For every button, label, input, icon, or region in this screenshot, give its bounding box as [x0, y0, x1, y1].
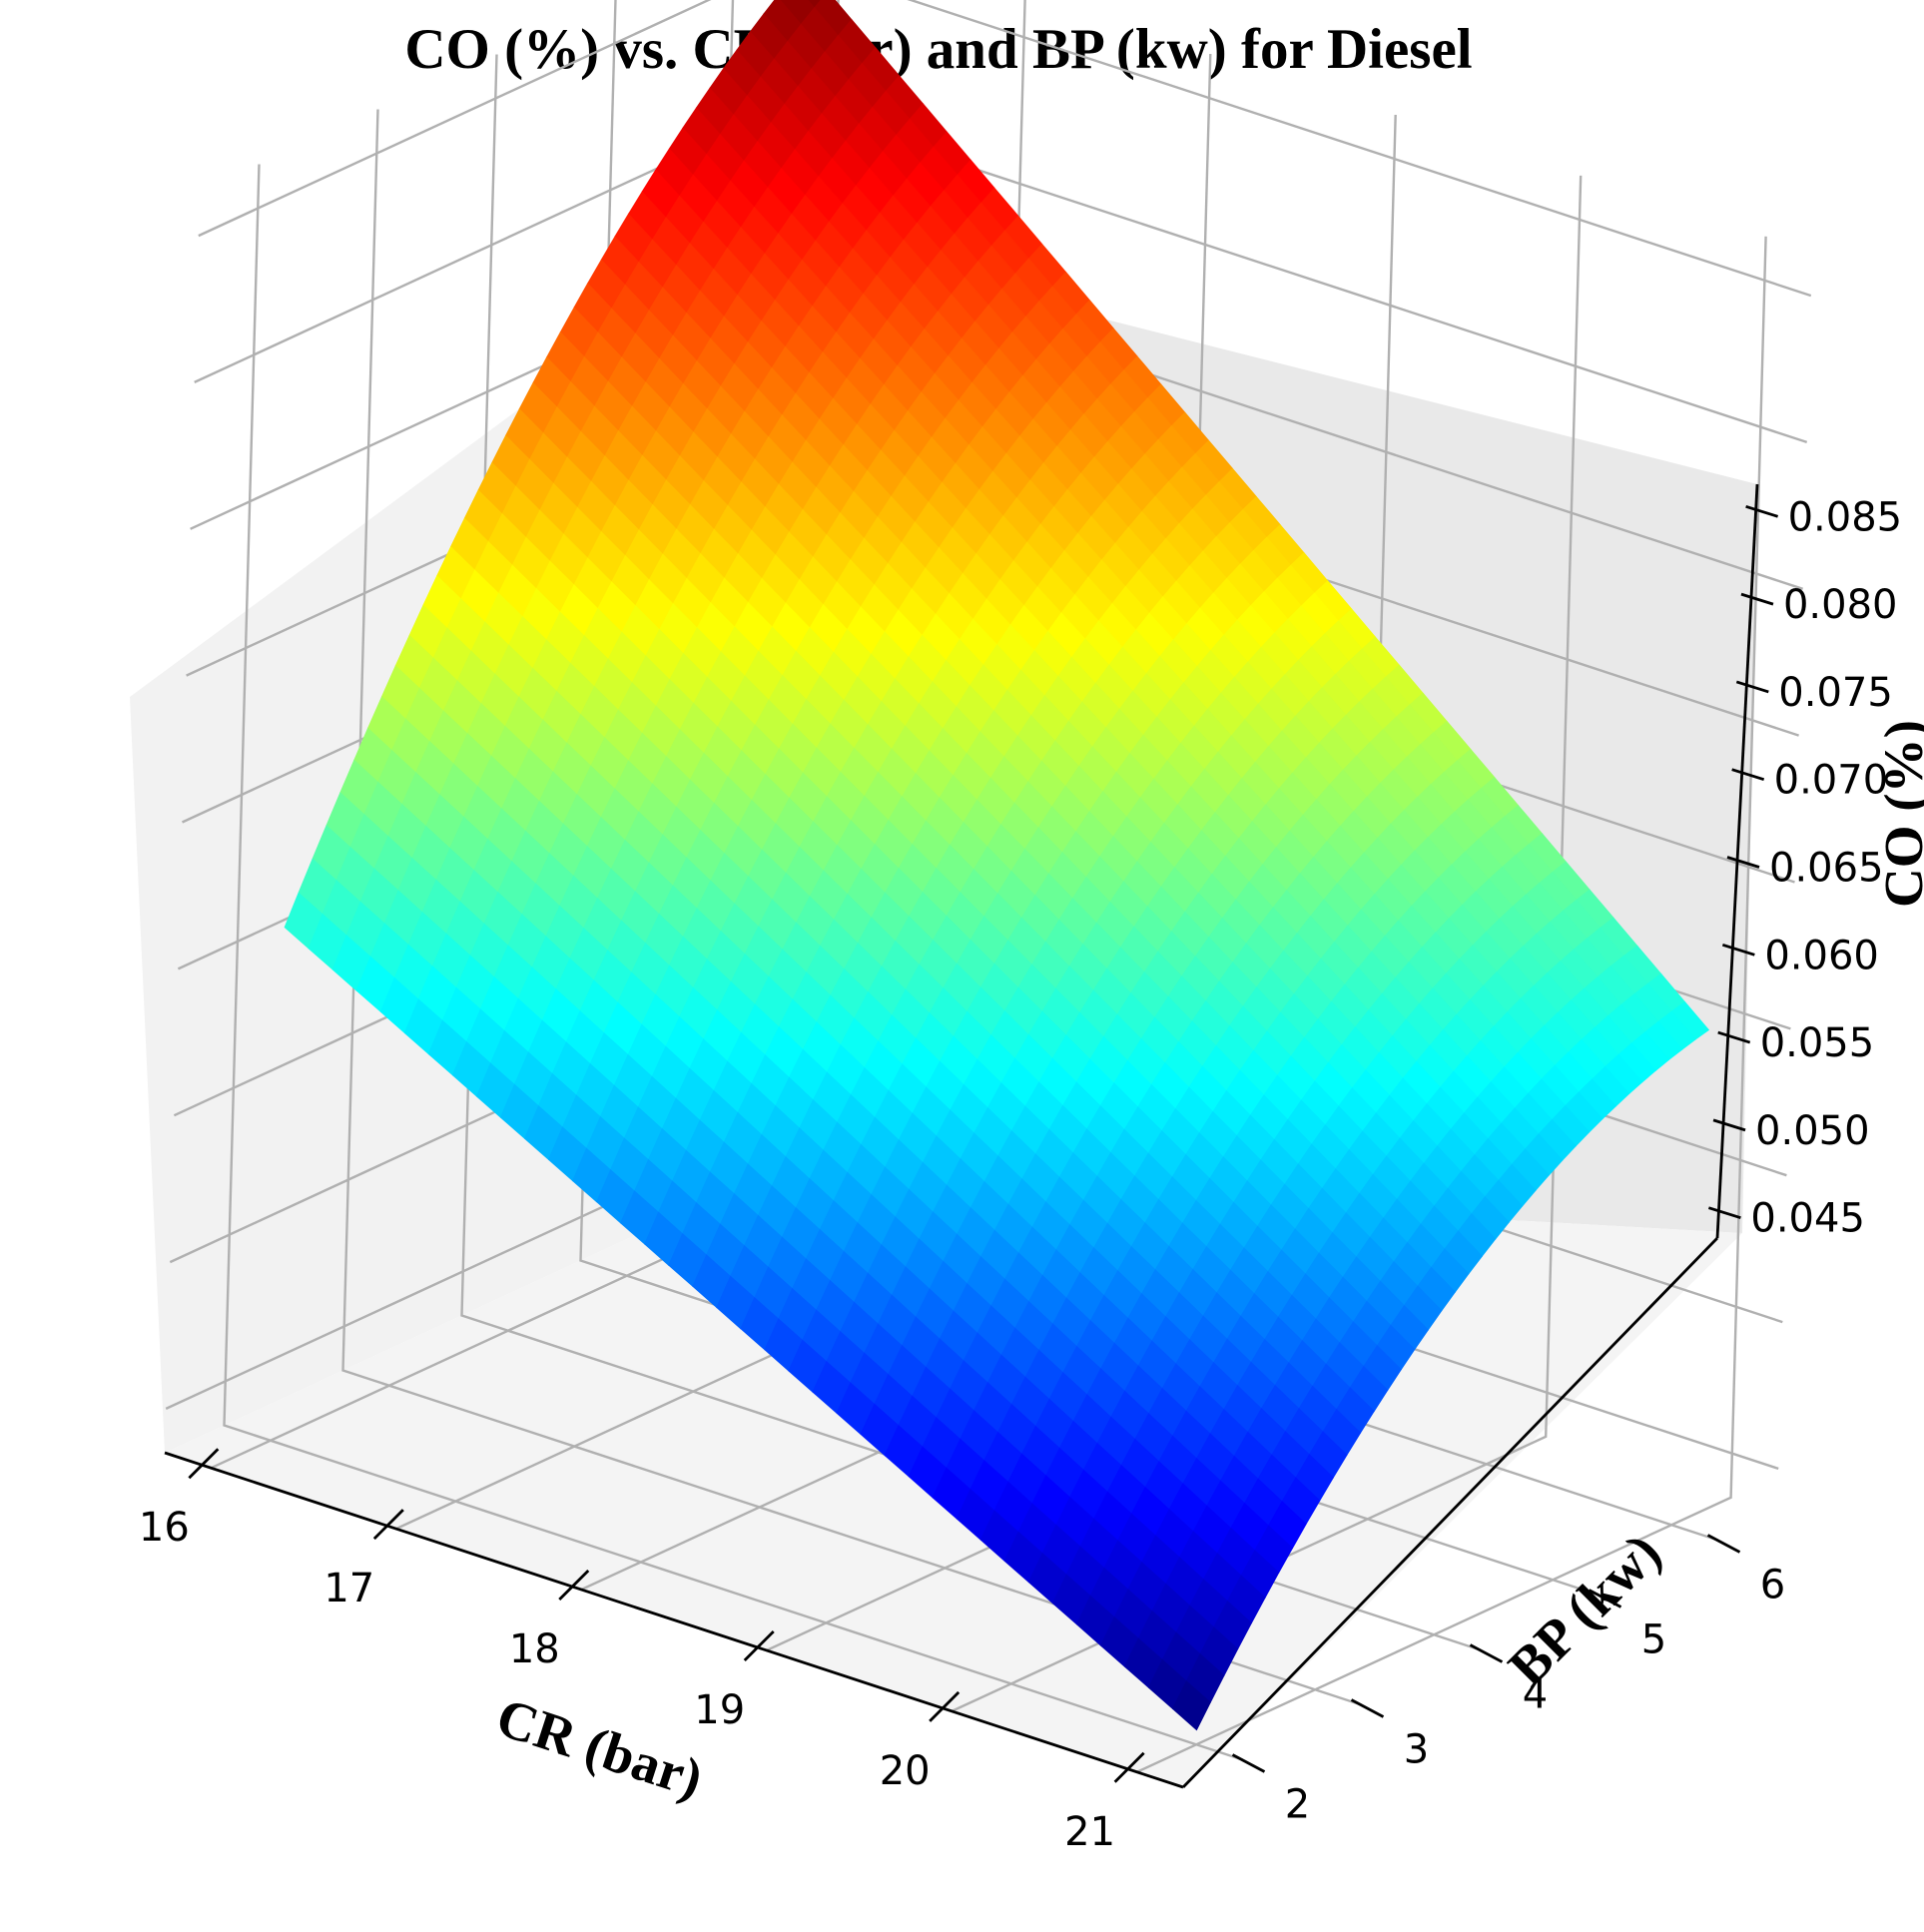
x-tick-label: 21: [1064, 1809, 1115, 1855]
y-tick-label: 5: [1641, 1617, 1666, 1663]
z-tick-label: 0.045: [1750, 1196, 1865, 1242]
y-tick-label: 6: [1760, 1563, 1785, 1609]
x-tick-mark: [188, 1448, 220, 1480]
x-tick-mark: [372, 1509, 404, 1541]
z-tick-label: 0.050: [1755, 1108, 1870, 1154]
x-axis-label: CR (bar): [489, 1686, 710, 1810]
grid-line-x-5: [1136, 236, 1767, 1773]
z-axis-label: CO (%): [1873, 720, 1924, 908]
grid-line-z-8: [198, 0, 1812, 298]
y-tick-mark: [1231, 1753, 1266, 1773]
x-tick-label: 20: [880, 1748, 931, 1794]
x-tick-mark: [1113, 1751, 1145, 1783]
x-tick-mark: [743, 1629, 775, 1661]
y-tick-label: 2: [1285, 1782, 1310, 1828]
x-tick-label: 16: [139, 1505, 190, 1551]
z-tick-mark: [1712, 1118, 1746, 1132]
z-tick-label: 0.080: [1783, 582, 1898, 628]
z-tick-mark: [1726, 856, 1760, 869]
z-tick-mark: [1707, 1206, 1741, 1219]
z-tick-mark: [1721, 943, 1755, 957]
surface-patch: [1171, 1680, 1211, 1731]
z-axis-ticks: 0.045 0.050 0.055 0.060 0.065 0.070 0.075 0.080…: [1707, 494, 1903, 1242]
z-tick-mark: [1735, 680, 1769, 694]
y-tick-label: 4: [1523, 1672, 1548, 1718]
z-tick-label: 0.070: [1774, 758, 1889, 804]
surface-patch: [807, 0, 822, 9]
x-tick-label: 18: [509, 1626, 560, 1672]
z-tick-label: 0.085: [1788, 494, 1903, 540]
y-axis-label: BP (kw): [1497, 1522, 1672, 1697]
z-tick-label: 0.075: [1778, 670, 1893, 716]
x-tick-mark: [929, 1690, 961, 1722]
y-tick-mark: [1706, 1534, 1741, 1554]
x-axis-line: [164, 1451, 1184, 1789]
x-axis-ticks: 16 17 18 19 20 21: [139, 1448, 1145, 1855]
y-axis-ticks: 2 3 4 5 6: [1231, 1534, 1785, 1828]
x-tick-label: 17: [323, 1566, 374, 1611]
y-tick-mark: [1469, 1643, 1504, 1663]
grid-line-y-1: [341, 109, 1362, 1706]
x-tick-mark: [558, 1570, 590, 1602]
y-tick-mark: [1588, 1589, 1622, 1609]
z-tick-label: 0.055: [1760, 1020, 1875, 1066]
z-tick-mark: [1731, 768, 1765, 782]
z-tick-mark: [1740, 592, 1774, 606]
x-tick-label: 19: [694, 1687, 745, 1733]
grid-line-y-0: [223, 164, 1243, 1761]
y-tick-mark: [1350, 1698, 1385, 1718]
y-tick-label: 3: [1404, 1727, 1429, 1773]
z-tick-label: 0.065: [1769, 846, 1884, 892]
y-axis-line: [1181, 1237, 1719, 1788]
z-tick-mark: [1745, 505, 1779, 518]
surface: [284, 0, 1710, 1731]
z-tick-mark: [1717, 1030, 1751, 1044]
z-tick-label: 0.060: [1764, 933, 1879, 978]
chart-title: CO (%) vs. CR (bar) and BP (kw) for Dies…: [404, 18, 1472, 81]
